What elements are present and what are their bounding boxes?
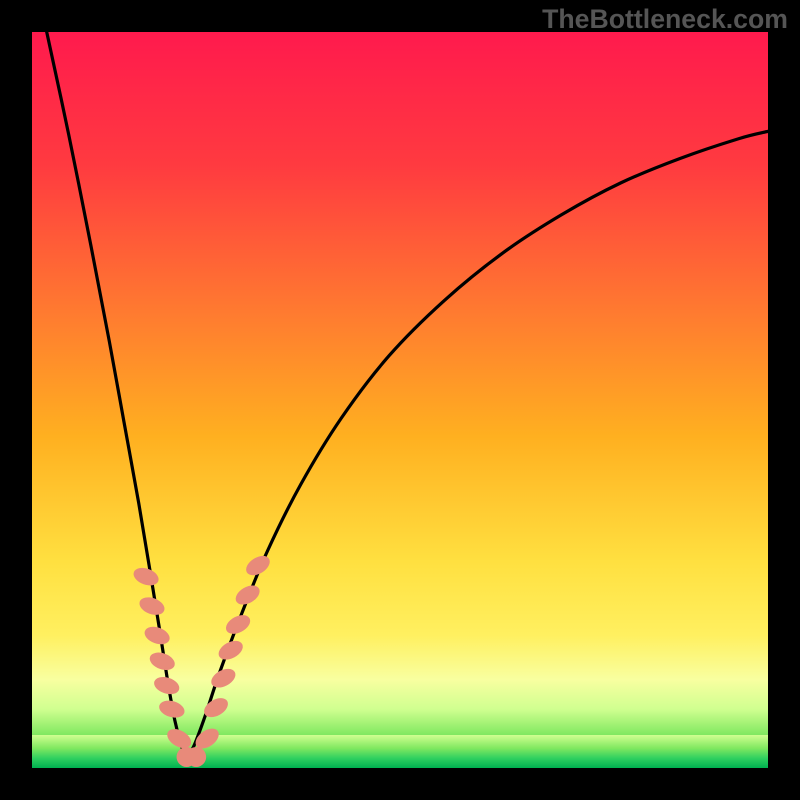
plot-area (32, 32, 768, 768)
curve-right-branch (187, 131, 768, 759)
figure-root: TheBottleneck.com (0, 0, 800, 800)
data-marker (208, 665, 238, 691)
data-marker (157, 698, 186, 721)
curve-left-branch (47, 32, 187, 759)
data-marker (223, 611, 253, 637)
data-marker (142, 624, 172, 648)
data-marker (137, 594, 167, 618)
data-marker (232, 582, 263, 609)
data-marker (131, 565, 161, 589)
data-marker (152, 674, 182, 697)
data-marker (186, 747, 206, 767)
bottleneck-curve-layer (32, 32, 768, 768)
watermark-text: TheBottleneck.com (542, 4, 788, 35)
